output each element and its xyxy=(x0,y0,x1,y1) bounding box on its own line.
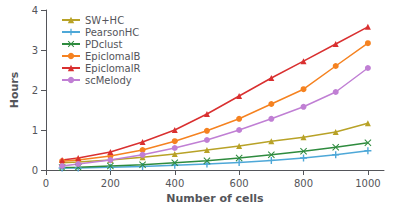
svg-text:4: 4 xyxy=(32,5,38,16)
svg-text:0: 0 xyxy=(43,178,49,189)
svg-text:EpiclomalR: EpiclomalR xyxy=(85,63,140,74)
svg-text:800: 800 xyxy=(294,178,313,189)
svg-text:400: 400 xyxy=(165,178,184,189)
svg-text:PDclust: PDclust xyxy=(85,39,123,50)
svg-text:2: 2 xyxy=(32,85,38,96)
svg-text:Hours: Hours xyxy=(8,71,21,108)
svg-text:0: 0 xyxy=(32,165,38,176)
svg-text:scMelody: scMelody xyxy=(85,75,132,86)
svg-text:PearsonHC: PearsonHC xyxy=(85,27,139,38)
svg-text:Number of cells: Number of cells xyxy=(166,192,264,205)
svg-text:600: 600 xyxy=(230,178,249,189)
svg-text:1: 1 xyxy=(32,125,38,136)
svg-text:SW+HC: SW+HC xyxy=(85,15,124,26)
svg-text:3: 3 xyxy=(32,45,38,56)
svg-text:200: 200 xyxy=(101,178,120,189)
svg-text:EpiclomalB: EpiclomalB xyxy=(85,51,140,62)
svg-text:1000: 1000 xyxy=(355,178,380,189)
